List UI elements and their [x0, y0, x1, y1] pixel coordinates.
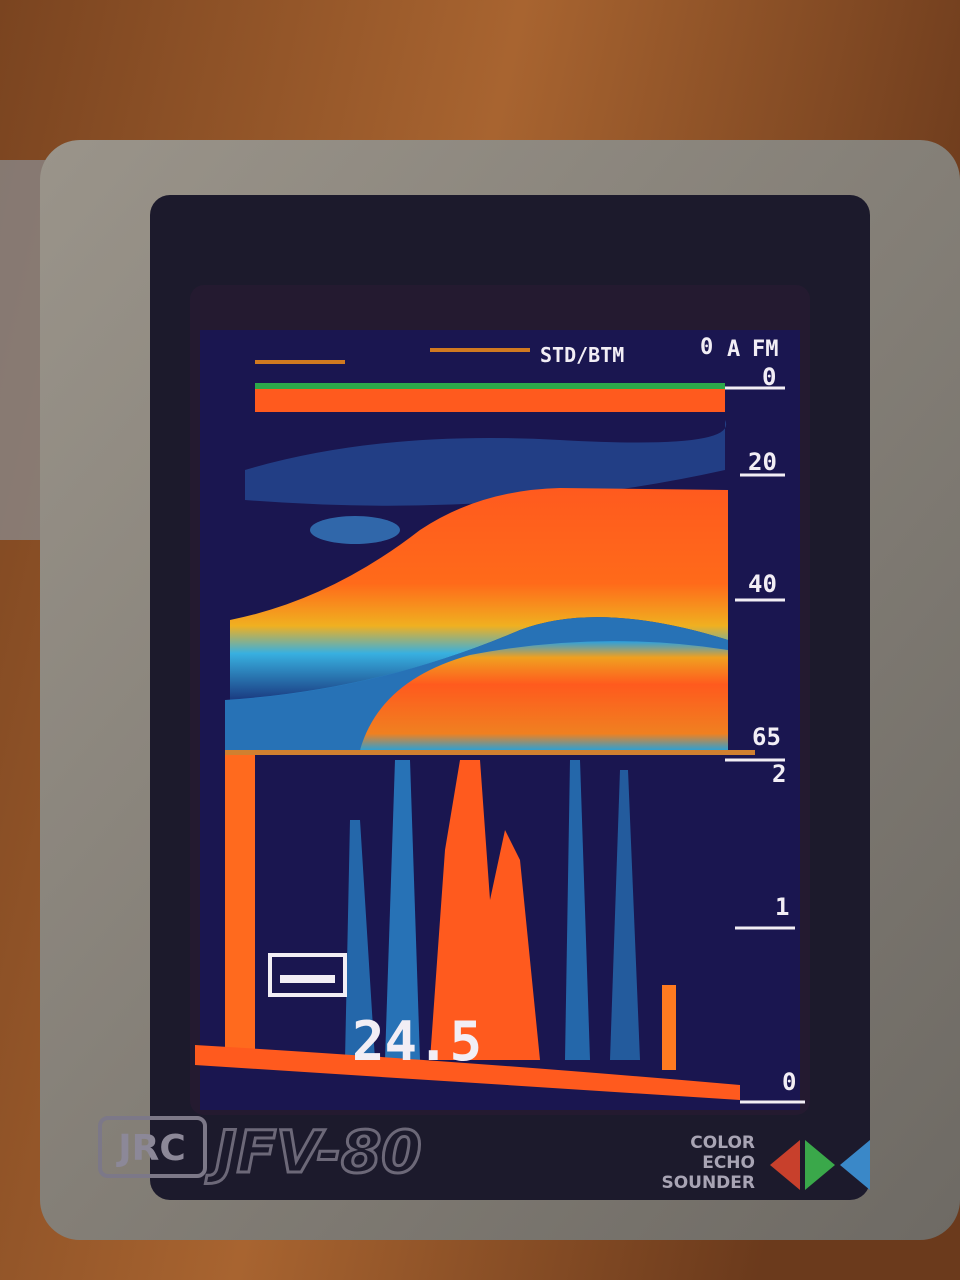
- depth-label: 40: [748, 570, 777, 598]
- scale-ticks: [725, 386, 805, 1104]
- echo-column: [430, 760, 540, 1060]
- depth-label: 65: [752, 723, 781, 751]
- fish-echo: [310, 516, 400, 544]
- shift: 0: [700, 335, 713, 360]
- unit-mode: A: [727, 337, 740, 362]
- bottom-line: [195, 1045, 740, 1100]
- zoom-box: [268, 953, 347, 997]
- unit: FM: [752, 337, 779, 362]
- echo-streak: [565, 760, 590, 1060]
- zoom-bar: [280, 975, 335, 983]
- echo-streak: [610, 770, 640, 1060]
- depth-label: 0: [762, 363, 776, 391]
- readout: 24.5: [352, 1010, 482, 1073]
- maker: JRC: [115, 1128, 186, 1169]
- zoom-label: 0: [782, 1068, 796, 1096]
- depth-label: 20: [748, 448, 777, 476]
- echo-streak: [385, 760, 420, 1060]
- mode: STD/BTM: [540, 343, 624, 367]
- logo-red: [770, 1140, 800, 1190]
- echo-streak: [345, 820, 375, 1060]
- echo-column: [225, 755, 255, 1055]
- logo-box: [98, 1116, 207, 1178]
- divider: [225, 750, 755, 755]
- surface-echo: [255, 388, 725, 412]
- logo-green: [805, 1140, 835, 1190]
- bottom-echo: [230, 488, 728, 700]
- model: JFV-80: [205, 1118, 422, 1186]
- echo-spike: [662, 985, 676, 1070]
- zoom-label: 1: [775, 893, 789, 921]
- scatter-echo: [245, 420, 727, 506]
- marker: [430, 348, 530, 352]
- product: SOUNDER: [661, 1173, 755, 1193]
- marker: [255, 360, 345, 364]
- bottom-tail: [225, 617, 728, 750]
- surface-line: [255, 383, 725, 389]
- product: COLOR: [690, 1133, 755, 1153]
- logo-blue: [840, 1140, 870, 1190]
- zoom-label: 2: [772, 760, 786, 788]
- second-echo: [360, 641, 728, 750]
- product: ECHO: [702, 1153, 755, 1173]
